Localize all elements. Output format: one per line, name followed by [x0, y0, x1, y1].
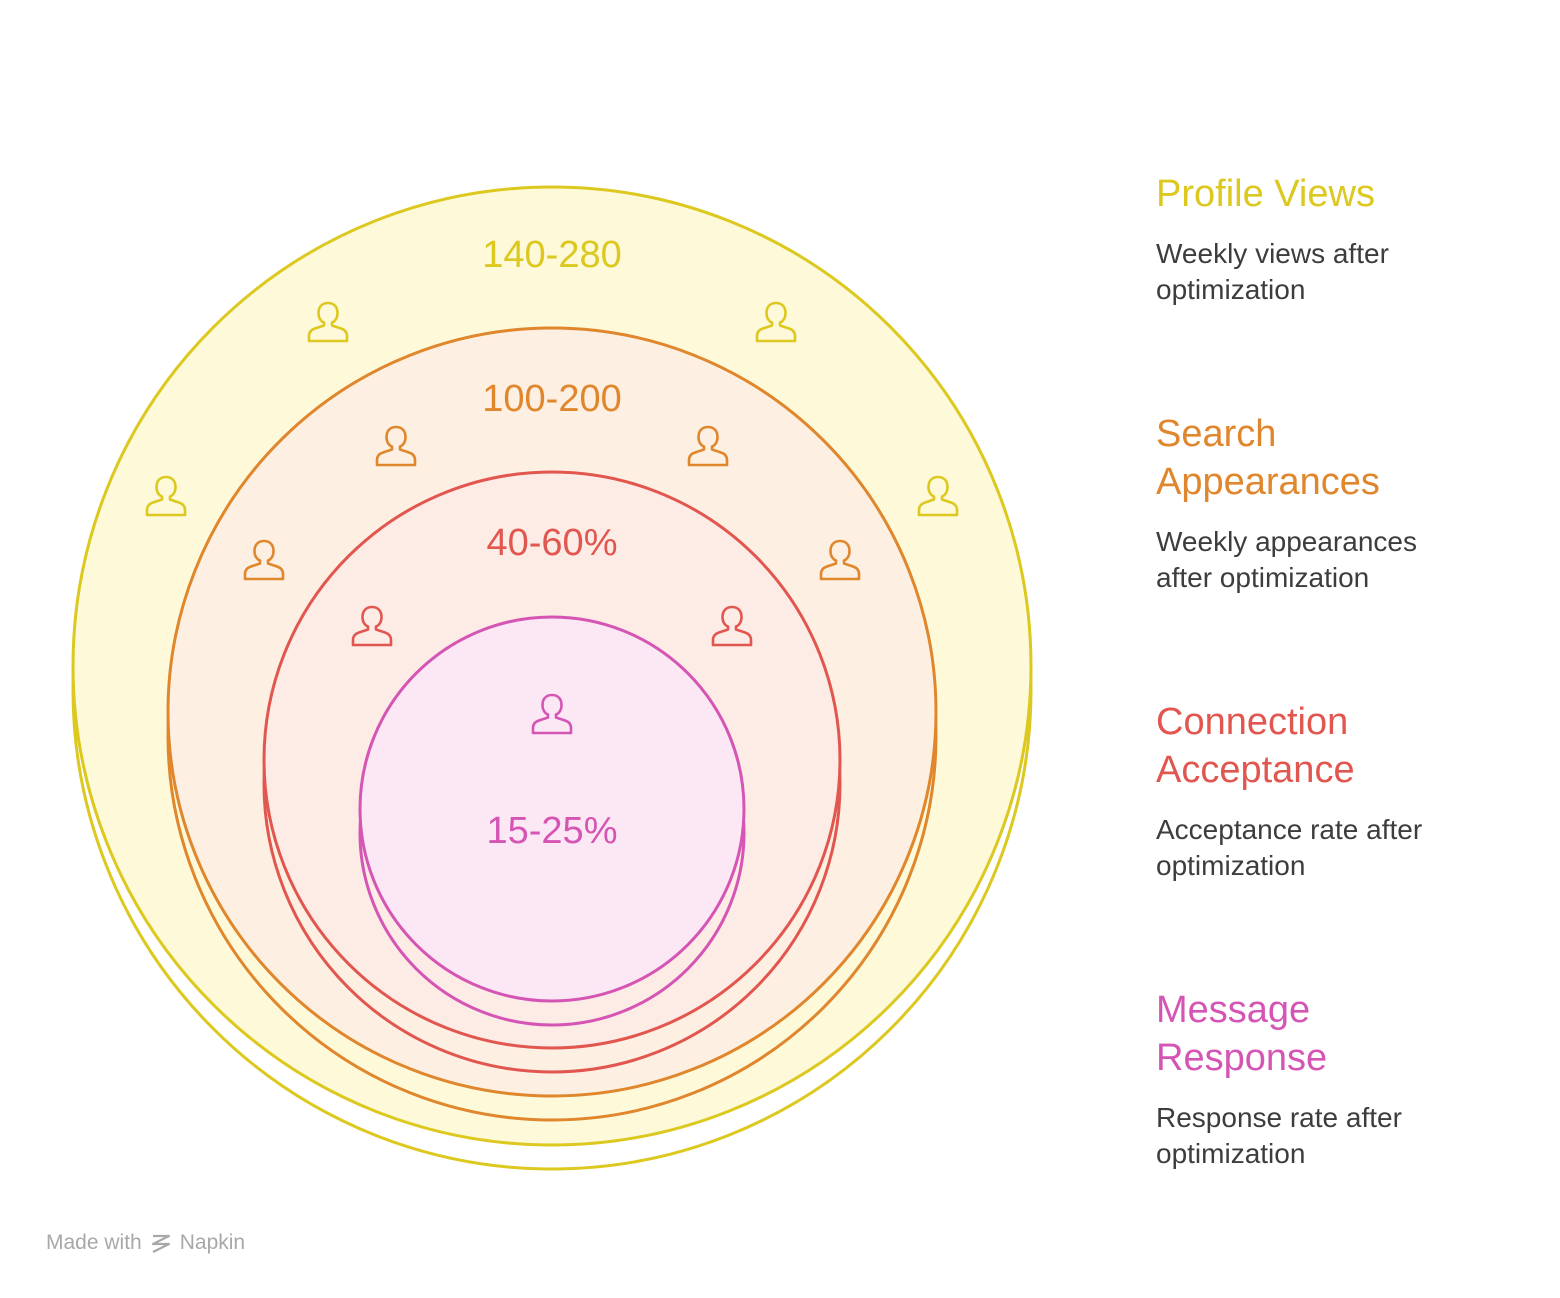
- ring-message-response-disc: [358, 615, 746, 1003]
- legend-search-appearances: Search Appearances Weekly appearances af…: [1156, 410, 1486, 596]
- legend-title: Message Response: [1156, 989, 1328, 1079]
- legend-title: Connection Acceptance: [1156, 701, 1355, 791]
- ring-value-message-response: 15-25%: [487, 810, 618, 852]
- made-with-label: Made with: [46, 1231, 142, 1254]
- legend-profile-views: Profile Views Weekly views after optimiz…: [1156, 170, 1486, 308]
- ring-value-search-appearances: 100-200: [482, 378, 621, 420]
- legend-connection-acceptance: Connection Acceptance Acceptance rate af…: [1156, 698, 1486, 884]
- legend-title: Search Appearances: [1156, 413, 1380, 503]
- ring-value-profile-views: 140-280: [482, 234, 621, 276]
- napkin-logo-icon: [151, 1234, 170, 1253]
- made-with-napkin-footer[interactable]: Made with Napkin: [46, 1228, 245, 1258]
- legend-description: Response rate after optimization: [1156, 1102, 1402, 1169]
- legend-title: Profile Views: [1156, 173, 1375, 215]
- legend-description: Weekly views after optimization: [1156, 238, 1389, 305]
- legend-message-response: Message Response Response rate after opt…: [1156, 986, 1486, 1172]
- ring-value-connection-acceptance: 40-60%: [487, 522, 618, 564]
- ring-message-response: [358, 615, 746, 1027]
- legend-description: Acceptance rate after optimization: [1156, 814, 1423, 881]
- legend-description: Weekly appearances after optimization: [1156, 526, 1417, 593]
- napkin-brand-label: Napkin: [179, 1231, 246, 1254]
